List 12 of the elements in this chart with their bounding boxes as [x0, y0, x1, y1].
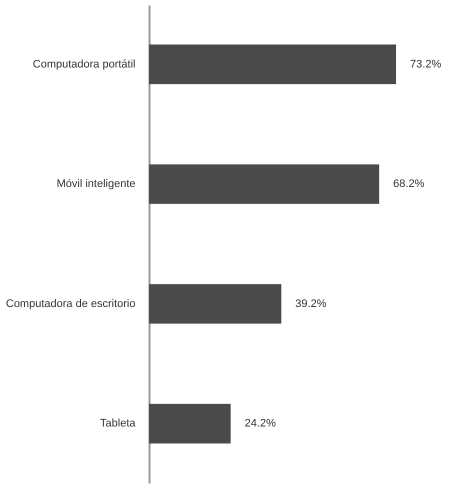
data-label: 73.2%	[410, 58, 442, 70]
y-tick-label: Computadora portátil	[32, 58, 136, 70]
y-tick-label: Móvil inteligente	[56, 178, 136, 190]
y-tick-label: Tableta	[100, 418, 136, 430]
data-label: 68.2%	[393, 178, 425, 190]
bar	[149, 284, 282, 324]
data-label: 24.2%	[244, 418, 276, 430]
bar	[149, 404, 231, 444]
data-label: 39.2%	[295, 298, 327, 310]
bar	[149, 44, 396, 84]
bar	[149, 164, 380, 204]
y-tick-label: Computadora de escritorio	[6, 298, 136, 310]
